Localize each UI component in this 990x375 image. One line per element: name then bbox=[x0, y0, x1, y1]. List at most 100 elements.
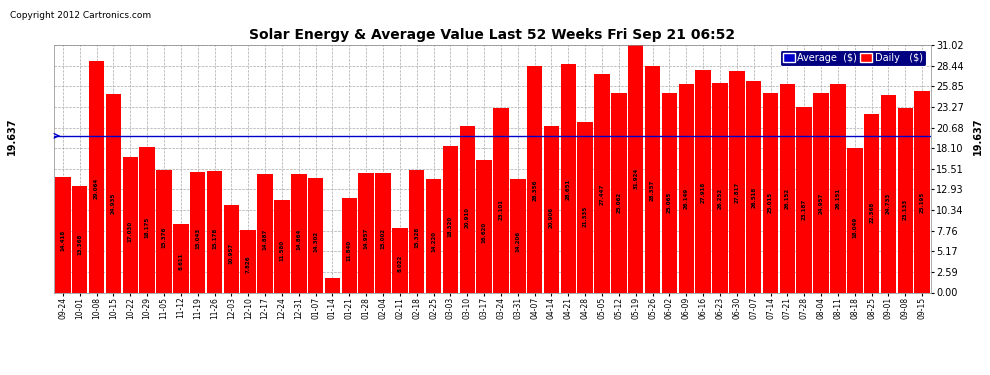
Text: 14.302: 14.302 bbox=[313, 231, 318, 252]
Text: 18.175: 18.175 bbox=[145, 217, 149, 238]
Text: 17.030: 17.030 bbox=[128, 221, 133, 242]
Bar bbox=[831, 84, 845, 292]
Bar bbox=[409, 170, 425, 292]
Text: 20.906: 20.906 bbox=[549, 207, 554, 228]
Text: 28.357: 28.357 bbox=[650, 180, 655, 201]
Text: 14.220: 14.220 bbox=[431, 231, 436, 252]
Text: Copyright 2012 Cartronics.com: Copyright 2012 Cartronics.com bbox=[10, 11, 151, 20]
Bar bbox=[476, 160, 492, 292]
Bar bbox=[712, 83, 728, 292]
Bar bbox=[644, 66, 660, 292]
Text: 22.368: 22.368 bbox=[869, 202, 874, 223]
Text: 28.356: 28.356 bbox=[533, 180, 538, 201]
Text: 25.015: 25.015 bbox=[768, 192, 773, 213]
Text: 21.335: 21.335 bbox=[583, 205, 588, 226]
Bar bbox=[544, 126, 559, 292]
Bar bbox=[611, 93, 627, 292]
Text: 11.580: 11.580 bbox=[279, 240, 284, 261]
Legend: Average  ($), Daily   ($): Average ($), Daily ($) bbox=[780, 50, 926, 66]
Text: 19.637: 19.637 bbox=[7, 117, 17, 154]
Text: 15.178: 15.178 bbox=[212, 227, 217, 249]
Text: 24.935: 24.935 bbox=[111, 192, 116, 214]
Text: 10.957: 10.957 bbox=[229, 243, 234, 264]
Text: 26.151: 26.151 bbox=[836, 188, 841, 209]
Text: 19.637: 19.637 bbox=[973, 117, 983, 154]
Bar bbox=[173, 224, 188, 292]
Bar bbox=[190, 172, 205, 292]
Text: 26.149: 26.149 bbox=[684, 188, 689, 209]
Text: 27.918: 27.918 bbox=[701, 182, 706, 203]
Text: 27.447: 27.447 bbox=[600, 183, 605, 205]
Bar bbox=[224, 205, 240, 292]
Text: 31.924: 31.924 bbox=[634, 167, 639, 189]
Text: 7.826: 7.826 bbox=[246, 256, 250, 273]
Bar bbox=[140, 147, 154, 292]
Text: 25.065: 25.065 bbox=[667, 192, 672, 213]
Text: 14.418: 14.418 bbox=[60, 230, 65, 251]
Bar bbox=[342, 198, 357, 292]
Bar bbox=[257, 174, 273, 292]
Text: 11.840: 11.840 bbox=[346, 239, 351, 261]
Bar bbox=[864, 114, 879, 292]
Bar bbox=[915, 92, 930, 292]
Text: 16.620: 16.620 bbox=[481, 222, 487, 243]
Bar bbox=[628, 38, 644, 292]
Bar bbox=[106, 93, 121, 292]
Text: 8.022: 8.022 bbox=[397, 255, 402, 272]
Text: 14.957: 14.957 bbox=[363, 228, 368, 249]
Text: 24.733: 24.733 bbox=[886, 193, 891, 214]
Bar bbox=[392, 228, 408, 292]
Bar bbox=[72, 186, 87, 292]
Bar bbox=[729, 70, 744, 292]
Bar bbox=[493, 108, 509, 292]
Bar bbox=[780, 84, 795, 292]
Bar bbox=[426, 179, 442, 292]
Bar bbox=[308, 178, 324, 292]
Text: 26.152: 26.152 bbox=[785, 188, 790, 209]
Bar bbox=[375, 173, 391, 292]
Text: 15.043: 15.043 bbox=[195, 228, 200, 249]
Bar bbox=[89, 61, 104, 292]
Text: 18.049: 18.049 bbox=[852, 217, 857, 238]
Text: 14.887: 14.887 bbox=[262, 228, 267, 250]
Bar bbox=[678, 84, 694, 292]
Text: 15.376: 15.376 bbox=[161, 226, 166, 248]
Text: 8.611: 8.611 bbox=[178, 253, 183, 270]
Bar bbox=[510, 179, 526, 292]
Text: 26.518: 26.518 bbox=[751, 187, 756, 208]
Text: 23.133: 23.133 bbox=[903, 199, 908, 220]
Bar bbox=[745, 81, 761, 292]
Text: 15.328: 15.328 bbox=[414, 227, 419, 248]
Text: 27.817: 27.817 bbox=[735, 182, 740, 203]
Bar bbox=[527, 66, 543, 292]
Bar bbox=[55, 177, 70, 292]
Text: 25.062: 25.062 bbox=[617, 192, 622, 213]
Bar bbox=[358, 173, 374, 292]
Bar bbox=[898, 108, 913, 292]
Text: 14.206: 14.206 bbox=[516, 231, 521, 252]
Bar bbox=[847, 148, 862, 292]
Text: 28.651: 28.651 bbox=[566, 179, 571, 200]
Bar bbox=[560, 64, 576, 292]
Bar bbox=[661, 93, 677, 292]
Text: 23.101: 23.101 bbox=[498, 199, 504, 220]
Title: Solar Energy & Average Value Last 52 Weeks Fri Sep 21 06:52: Solar Energy & Average Value Last 52 Wee… bbox=[249, 28, 736, 42]
Bar bbox=[762, 93, 778, 292]
Bar bbox=[325, 278, 341, 292]
Text: 13.368: 13.368 bbox=[77, 234, 82, 255]
Bar bbox=[814, 93, 829, 292]
Bar bbox=[594, 74, 610, 292]
Bar bbox=[577, 122, 593, 292]
Text: 23.187: 23.187 bbox=[802, 199, 807, 220]
Bar bbox=[156, 170, 171, 292]
Text: 29.064: 29.064 bbox=[94, 177, 99, 199]
Bar bbox=[695, 70, 711, 292]
Bar bbox=[291, 174, 307, 292]
Bar bbox=[274, 200, 290, 292]
Text: 24.957: 24.957 bbox=[819, 192, 824, 214]
Text: 25.195: 25.195 bbox=[920, 191, 925, 213]
Text: 26.252: 26.252 bbox=[718, 188, 723, 209]
Bar bbox=[881, 95, 896, 292]
Text: 14.864: 14.864 bbox=[296, 228, 301, 250]
Bar bbox=[443, 146, 458, 292]
